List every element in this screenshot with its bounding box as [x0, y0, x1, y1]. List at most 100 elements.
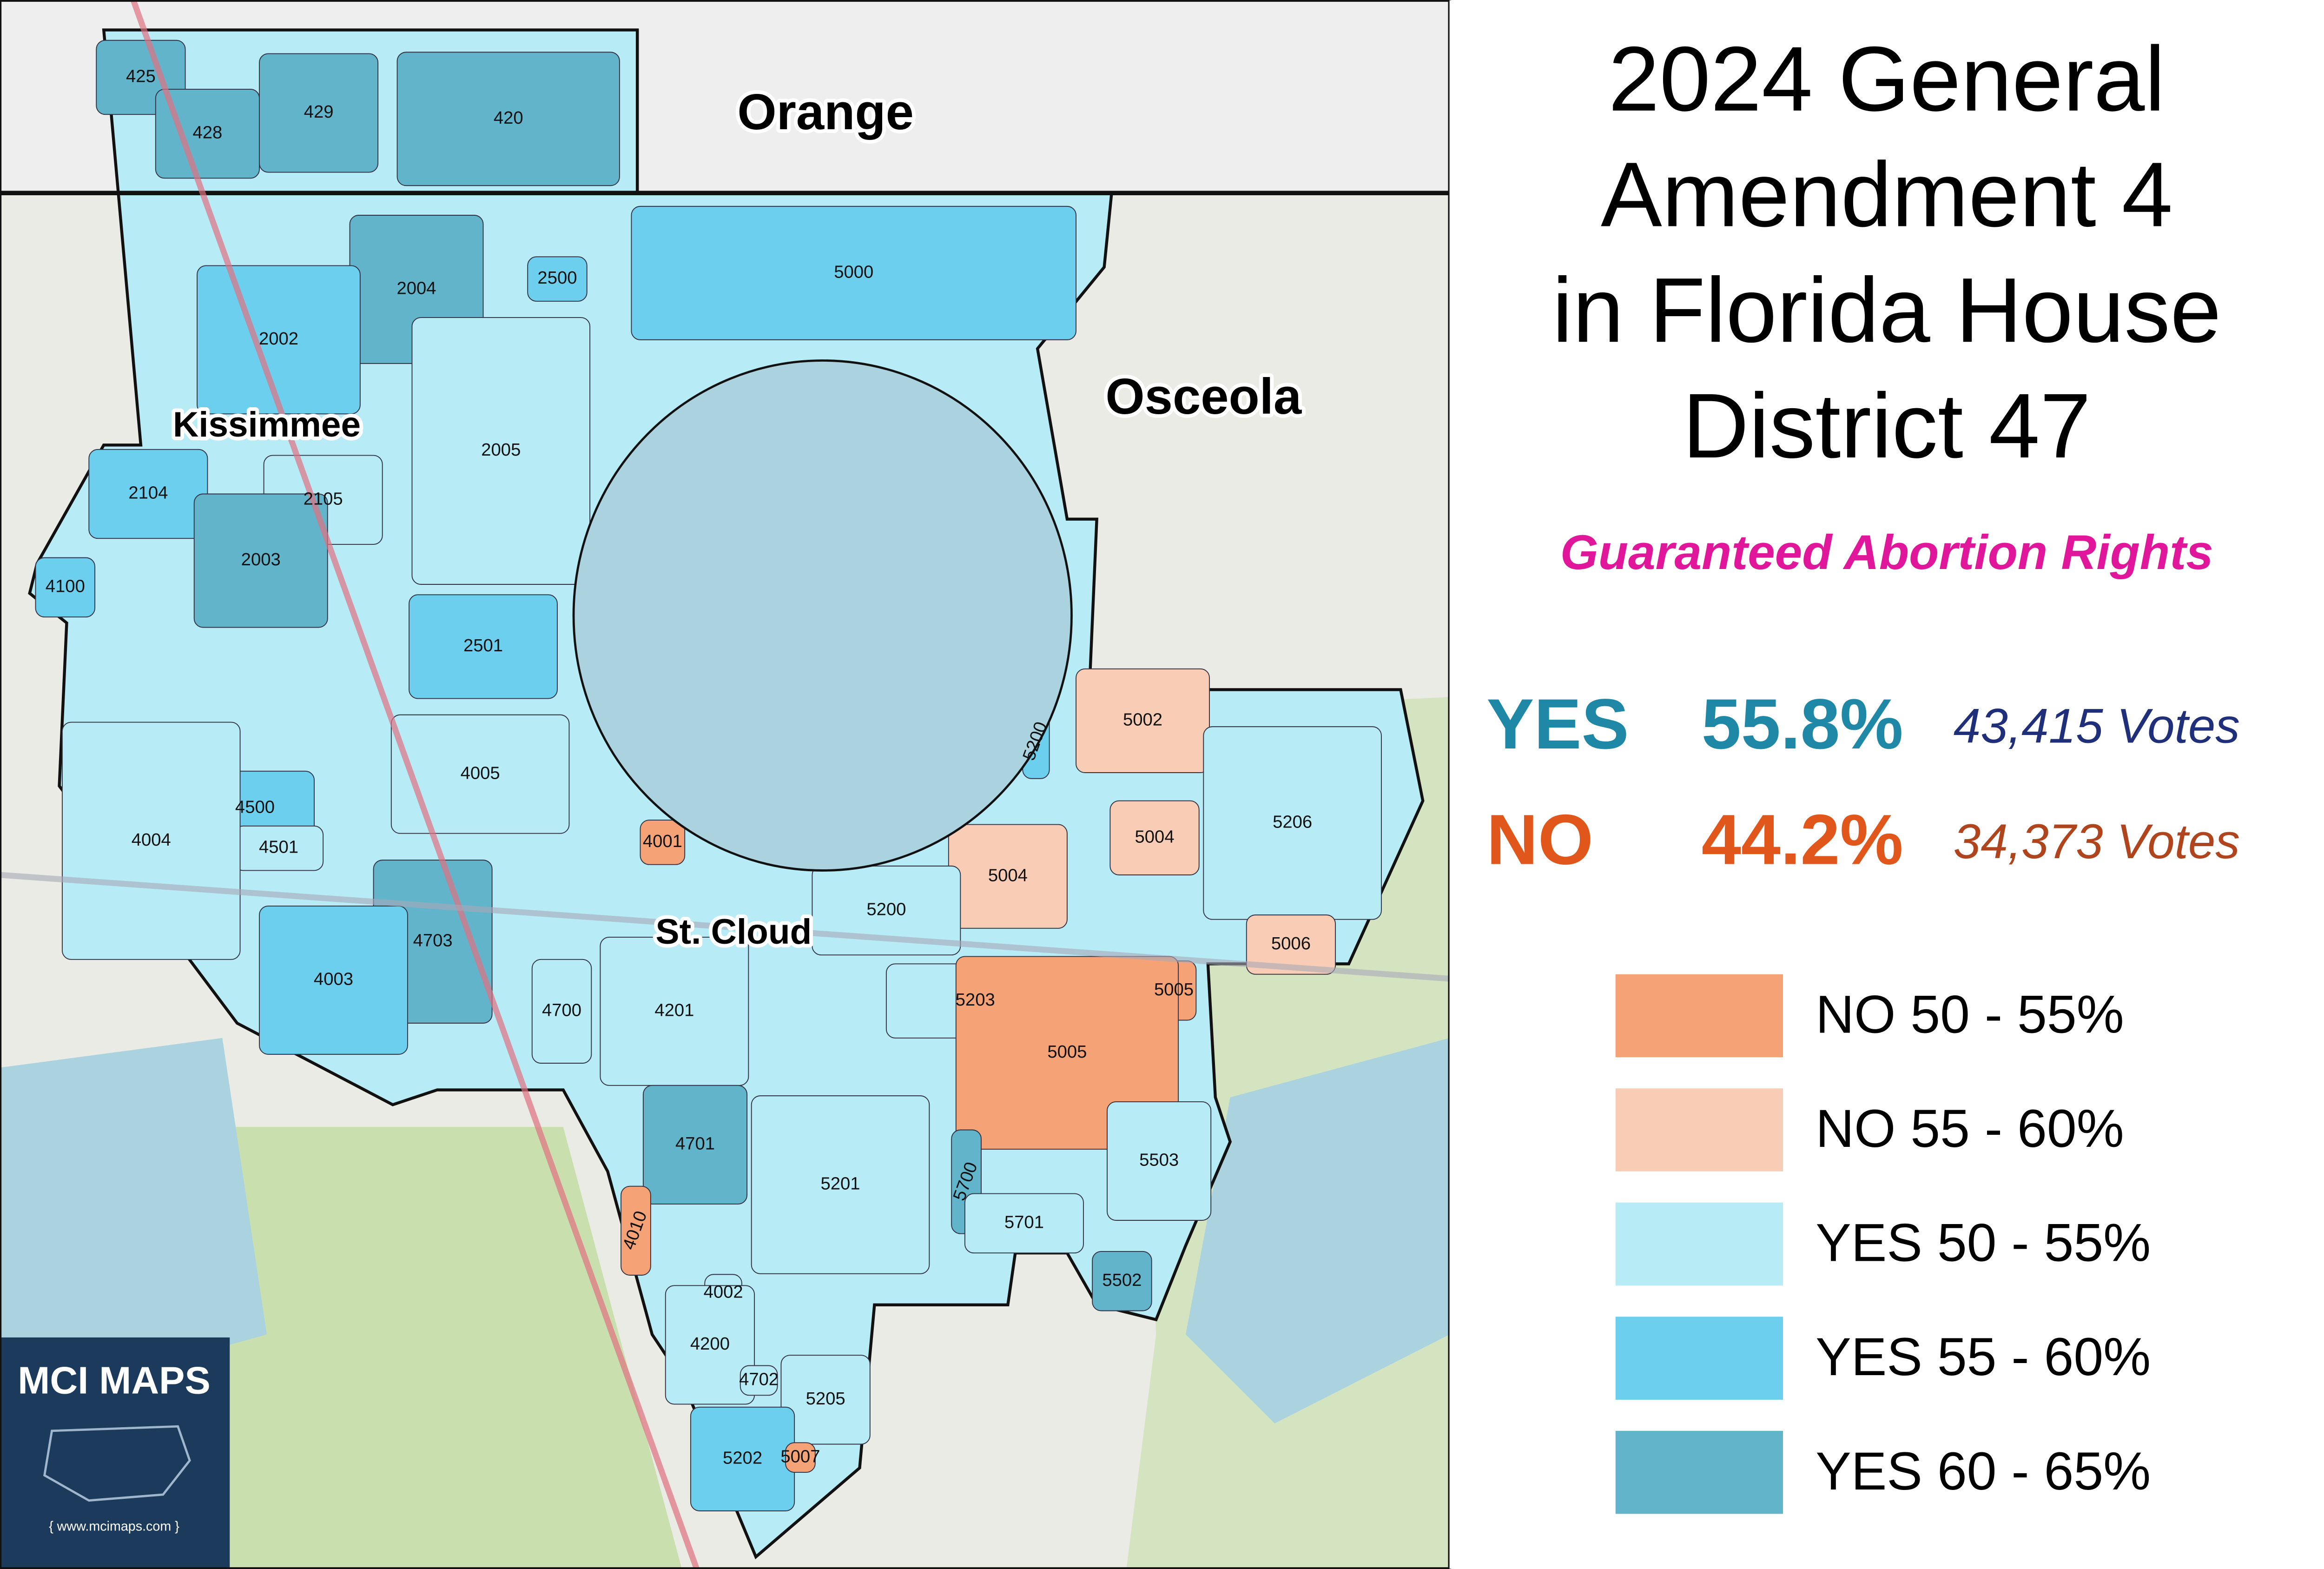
panel: 2024 General Amendment 4 in Florida House D… — [1486, 27, 2240, 1514]
precinct-label: 2104 — [128, 483, 168, 503]
result-votes: 43,415 Votes — [1954, 699, 2240, 753]
precinct-label: 2005 — [481, 440, 521, 460]
precinct-label: 4701 — [675, 1133, 715, 1153]
precinct-label: 5005 — [1047, 1042, 1087, 1062]
precinct-label: 4200 — [690, 1334, 730, 1354]
precinct-area — [259, 53, 379, 173]
precinct-area — [531, 959, 592, 1064]
precinct-area — [665, 1285, 755, 1405]
legend-swatch — [1615, 974, 1783, 1058]
side-panel — [1449, 0, 2324, 1569]
precinct-label: 5200 — [866, 900, 906, 920]
place-label: Orange — [737, 84, 914, 140]
precinct-area — [411, 317, 591, 585]
precinct-label: 5701 — [1004, 1212, 1044, 1232]
precinct-label: 5503 — [1139, 1150, 1179, 1170]
title-line: 2024 General — [1608, 27, 2165, 130]
precinct-label: 4100 — [46, 576, 85, 596]
precinct-label: 4700 — [542, 1000, 581, 1020]
precinct-labels: 425 428 429 420 2500 5000 2004 2002 2005 2104 2105… — [46, 66, 1312, 1468]
precinct-label: 5502 — [1102, 1270, 1142, 1290]
precinct-area — [955, 956, 1179, 1150]
precinct-area — [780, 1355, 871, 1445]
precinct-label: 2003 — [241, 549, 281, 569]
precinct-area — [640, 820, 686, 865]
precinct-label: 5006 — [1271, 933, 1311, 953]
place-labels: Orange Osceola Kissimmee St. Cloud — [169, 80, 1306, 955]
precinct-label: 428 — [193, 123, 223, 143]
precinct-label: 5202 — [723, 1448, 762, 1468]
road — [0, 872, 1450, 982]
precinct-area — [35, 557, 96, 618]
precinct-label: 2105 — [304, 489, 343, 509]
precinct-label: 4003 — [314, 969, 353, 989]
precinct-area — [964, 1193, 1084, 1254]
precinct-label: 4005 — [461, 763, 500, 783]
precinct-label: 4001 — [643, 831, 682, 851]
precinct-area — [527, 256, 588, 302]
precinct-area — [390, 714, 570, 834]
precinct-area — [621, 1185, 651, 1276]
title-line: in Florida House — [1552, 258, 2221, 361]
precinct-area — [409, 594, 558, 699]
water — [1186, 1038, 1450, 1423]
precinct-label: 5201 — [820, 1174, 860, 1194]
precinct-area — [1109, 800, 1200, 875]
result-percent: 44.2% — [1702, 800, 1903, 880]
legend-label: YES 60 - 65% — [1816, 1442, 2151, 1501]
place-label: Osceola — [1105, 368, 1302, 424]
precinct-label: 420 — [494, 108, 523, 128]
title-line: District 47 — [1683, 374, 2091, 477]
legend-swatch — [1615, 1202, 1783, 1286]
precinct-label: 5007 — [780, 1446, 820, 1466]
legend-swatch — [1615, 1430, 1783, 1514]
logo-box — [0, 1337, 230, 1569]
precinct-label: 5005 — [1154, 980, 1194, 1000]
precinct-label: 2004 — [396, 278, 436, 298]
precinct-area — [61, 722, 241, 960]
precinct-label: 4501 — [259, 837, 298, 857]
logo-url: { www.mcimaps.com } — [49, 1519, 179, 1534]
legend-label: YES 55 - 60% — [1816, 1327, 2151, 1387]
precinct-label: 5002 — [1123, 709, 1162, 729]
precinct-label: 5203 — [956, 990, 995, 1010]
precinct-area — [1092, 1251, 1152, 1311]
precinct-label: 5004 — [988, 865, 1028, 885]
precinct-area — [1076, 668, 1210, 773]
legend-swatch — [1615, 1088, 1783, 1172]
precinct-area — [193, 493, 328, 628]
legend-label: NO 55 - 60% — [1816, 1099, 2124, 1159]
precinct-area — [785, 1442, 816, 1473]
precinct-label: 4002 — [704, 1282, 743, 1302]
precinct-label: 2002 — [259, 329, 298, 349]
precinct-area — [396, 52, 620, 186]
precinct-label: 2501 — [463, 636, 503, 655]
precinct-label: 425 — [126, 66, 156, 86]
precinct-label: 5205 — [806, 1389, 845, 1409]
precinct-label: 429 — [304, 102, 334, 122]
water — [0, 1038, 267, 1409]
precinct-area — [197, 265, 361, 415]
precinct-label: 4702 — [739, 1369, 779, 1389]
precinct-area — [812, 865, 961, 956]
precinct-shapes — [35, 40, 1382, 1511]
result-label: NO — [1486, 800, 1593, 880]
precinct-label: 4004 — [132, 830, 171, 850]
legend-swatch — [1615, 1317, 1783, 1400]
precinct-label: 5004 — [1135, 827, 1175, 847]
precinct-area — [642, 1085, 748, 1205]
title-line: Amendment 4 — [1601, 143, 2173, 246]
precinct-area — [1246, 914, 1336, 975]
precinct-label: 5206 — [1273, 812, 1312, 832]
precinct-label: 2500 — [537, 268, 577, 288]
place-label: Kissimmee — [173, 405, 361, 444]
result-votes: 34,373 Votes — [1954, 814, 2240, 869]
result-percent: 55.8% — [1702, 684, 1903, 764]
usa-outline — [43, 1425, 191, 1502]
east-lake-tohopekaliga — [572, 359, 1073, 872]
precinct-label: 5000 — [834, 262, 873, 282]
precinct-label: 4703 — [413, 931, 453, 951]
road — [130, 0, 700, 1569]
precinct-area — [751, 1095, 930, 1274]
